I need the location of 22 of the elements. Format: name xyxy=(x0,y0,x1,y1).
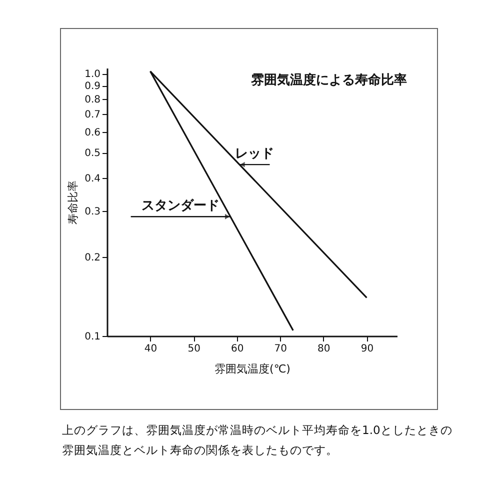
x-tick-label: 90 xyxy=(360,344,374,354)
y-tick-label: 0.5 xyxy=(84,148,100,160)
y-tick-label: 0.1 xyxy=(84,332,100,342)
x-tick-label: 50 xyxy=(188,344,200,354)
y-tick-label: 1.0 xyxy=(84,69,100,80)
y-tick-label: 0.8 xyxy=(84,94,100,106)
x-tick-label: 60 xyxy=(230,344,244,354)
y-tick-label: 0.7 xyxy=(84,110,100,121)
y-tick-label: 0.2 xyxy=(84,252,100,264)
y-tick-label: 0.6 xyxy=(84,127,100,138)
annotation: レッド xyxy=(235,146,274,162)
y-axis-title: 寿命比率 xyxy=(66,180,80,224)
y-tick-label: 0.9 xyxy=(84,81,100,92)
text: 上のグラフは、雰囲気温度が常温時のベルト平均寿命を1.0としたときの雰囲気温度とベルト寿命の関係を表したものです。 xyxy=(62,422,454,459)
y-tick-label: 0.3 xyxy=(84,206,100,218)
x-tick-label: 70 xyxy=(274,344,287,354)
x-tick-label: 40 xyxy=(144,344,158,354)
annotation: スタンダード xyxy=(142,198,220,214)
chart-title: 雰囲気温度による寿命比率 xyxy=(251,72,407,88)
y-tick-label: 0.4 xyxy=(84,173,100,184)
x-tick-label: 80 xyxy=(318,344,330,354)
x-axis-title: 雰囲気温度(℃) xyxy=(214,362,290,376)
